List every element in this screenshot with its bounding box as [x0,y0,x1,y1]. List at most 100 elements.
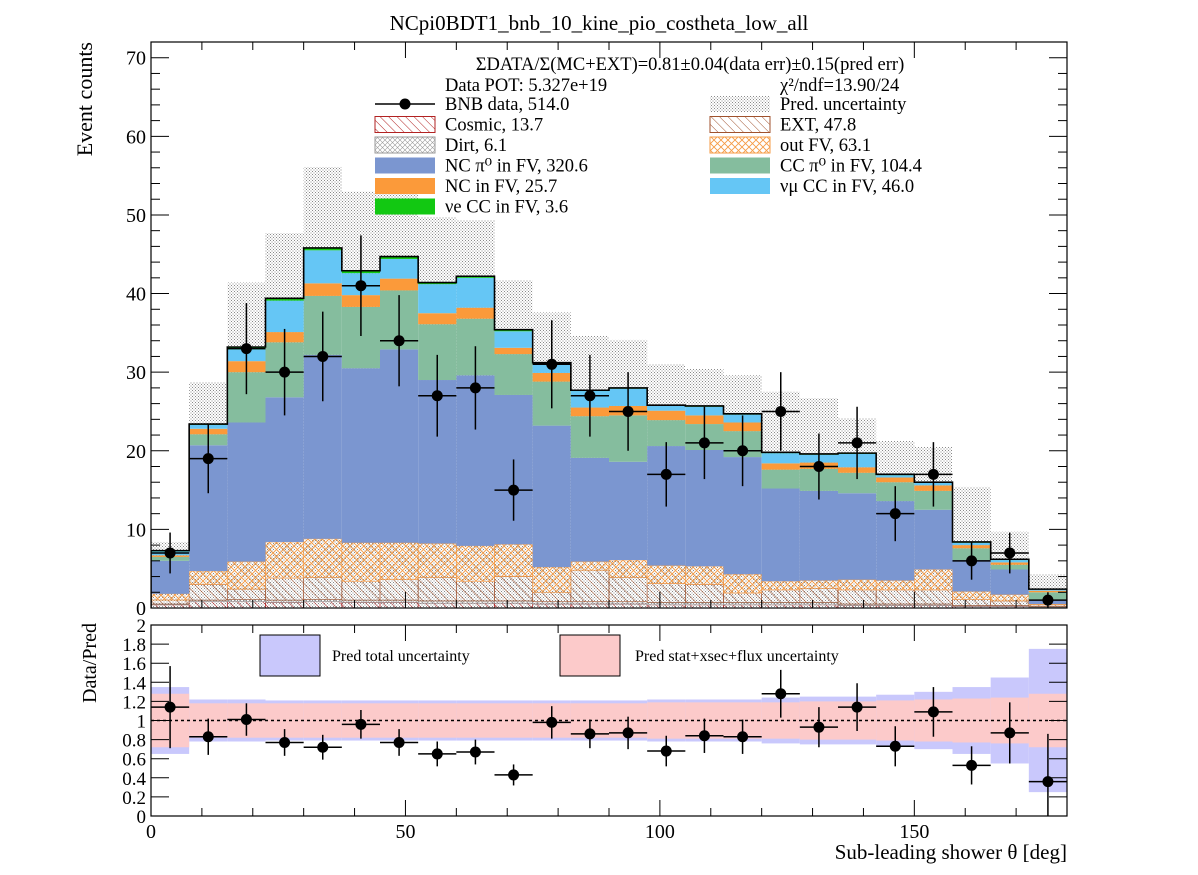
main-ylabel: Event counts [72,42,97,156]
stack-bar-ext [379,579,419,601]
stack-bar-outfv [723,573,762,594]
chart-title: NCpi0BDT1_bnb_10_kine_pio_costheta_low_a… [390,11,809,35]
stack-bar-outfv [417,543,457,578]
y-tick-label: 0 [136,598,146,620]
ratio-point [1004,727,1016,739]
stack-bar-dirt [685,602,724,606]
main-legend: BNB data, 514.0 Pred. uncertainty Cosmic, … [374,95,922,218]
stack-bar-nc [494,347,533,355]
stack-bar-ext [303,577,343,600]
stack-bar-numu-cc [418,284,457,314]
stack-bar-nc [647,410,686,421]
stack-bar-outfv [646,565,686,584]
ratio-point [240,714,252,726]
y-tick-label: 70 [126,48,146,70]
stack-bar-cosmic [341,602,381,608]
ratio-band-stat [952,698,991,743]
stack-bar-outfv [494,544,533,577]
stack-bar-cc-pi0 [494,354,533,395]
ratio-points [151,666,1067,816]
ratio-point [698,730,710,742]
stack-bar-cc-pi0 [838,472,877,494]
stack-bar-cc-pi0 [761,469,800,489]
stack-ext [151,569,1067,607]
legend-label-dirt: Dirt, 6.1 [445,136,507,156]
stack-bar-numu-cc [303,250,342,284]
ratio-point [164,701,176,713]
stack-bar-nc-pi0 [570,457,609,562]
stack-bar-dirt [570,601,610,605]
stack-bar-ext [990,600,1030,606]
ratio-y-tick-label: 2 [137,616,147,637]
ratio-point [469,746,481,758]
ratio-y-tick-label: 1 [137,712,147,733]
data-point [355,280,367,292]
stack-bar-ext [875,589,915,605]
ratio-band-stat [303,703,342,738]
data-point [927,468,939,480]
stack-bar-cosmic [379,602,419,608]
x-tick-label: 100 [645,821,675,843]
ratio-point [737,731,749,743]
data-point [851,437,863,449]
y-tick-label: 10 [126,519,146,541]
stack-bar-outfv [456,545,495,582]
ratio-point [546,716,558,728]
ratio-y-tick-label: 0.4 [122,769,146,790]
stack-bar-ext [570,569,610,603]
stack-bar-outfv [265,541,304,579]
stack-bar-dirt [417,600,457,604]
stack-bar-outfv [875,580,915,591]
ratio-point [927,706,939,718]
stack-bar-outfv [914,569,953,591]
data-point [393,335,405,347]
stack-bar-nc [380,278,419,291]
legend-swatch-numu-cc [710,178,770,194]
ratio-point [202,731,214,743]
stack-bar-ext [646,583,686,603]
stack-bar-outfv [379,542,419,581]
stack-bar-dirt [303,599,343,603]
stack-bar-numu-cc [494,331,533,348]
legend-label-numu-cc: νμ CC in FV, 46.0 [780,177,914,197]
stack-bar-ext [417,577,457,602]
stack-bar-outfv [227,561,266,590]
stack-bar-dirt [494,600,533,604]
stack-bar-nc-pi0 [227,422,266,562]
stack-bar-numu-cc [761,453,800,464]
legend-swatch-outfv [709,136,771,154]
stack-bar-dirt [227,599,266,603]
legend-label-nue-cc: νe CC in FV, 3.6 [445,198,568,218]
data-point [584,390,596,402]
stack-bar-nc-pi0 [914,509,953,570]
stack-bar-ext [608,577,648,603]
ratio-point [660,745,672,757]
stack-bar-ext [837,589,877,605]
stack-bar-outfv [570,561,610,571]
ratio-point [584,728,596,740]
data-pot: Data POT: 5.327e+19 [445,76,607,96]
legend-label-nc: NC in FV, 25.7 [445,177,557,197]
ratio-point [279,736,291,748]
ratio-point [1042,776,1054,788]
ratio-axes: 00.20.40.60.811.21.41.61.82 0 50 100 150 [122,616,1068,843]
data-point [698,437,710,449]
stack-bar-nue-cc [265,298,304,301]
stack-bar-nc [761,463,800,470]
main-plot-area [151,166,1067,608]
total-prediction-outline [151,247,1067,608]
data-point [202,453,214,465]
data-point [737,445,749,457]
y-tick-label: 50 [126,205,146,227]
stack-bar-outfv [761,580,801,591]
stack-bar-ext [341,580,381,601]
stack-bar-nc [456,307,495,319]
legend-label-outfv: out FV, 63.1 [780,136,871,156]
stack-bar-dirt [723,602,762,606]
data-point [317,350,329,362]
stack-bar-dirt [761,602,801,606]
y-tick-label: 60 [126,126,146,148]
stack-bar-outfv [188,570,228,585]
stack-bar-ext [952,599,991,606]
